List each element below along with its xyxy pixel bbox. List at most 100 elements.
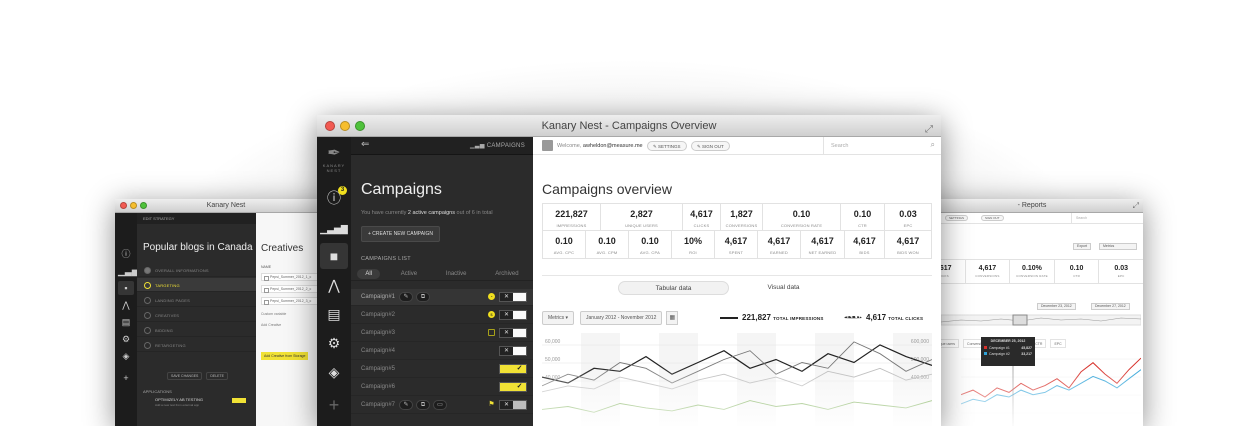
range-selector[interactable] bbox=[941, 313, 1141, 327]
series-tab[interactable]: EPC bbox=[1050, 339, 1066, 348]
campaign-row[interactable]: Campaign#2 $ ✕ bbox=[351, 307, 533, 324]
tab-tabular-data[interactable]: Tabular data bbox=[618, 281, 729, 295]
expand-icon[interactable]: ⤢ bbox=[925, 124, 933, 135]
tooltip-value: 45,827 bbox=[1021, 346, 1032, 350]
settings-button[interactable]: SETTINGS bbox=[945, 215, 969, 221]
strategy-panel: EDIT STRATEGY Popular blogs in Canada OV… bbox=[137, 213, 256, 426]
active-toggle[interactable]: ✓ bbox=[499, 364, 527, 374]
app-toggle[interactable] bbox=[232, 398, 246, 403]
mountain-nav-button[interactable]: ⋀ bbox=[320, 272, 348, 298]
search-input[interactable]: Search ⌕ bbox=[823, 137, 941, 154]
total-impressions: 221,827 TOTAL IMPRESSIONS bbox=[720, 313, 824, 322]
check-icon: ✓ bbox=[513, 365, 526, 373]
user-email[interactable]: awheldon@measure.me bbox=[582, 143, 643, 149]
stat-label: ROI bbox=[689, 250, 697, 255]
edit-icon[interactable]: ✎ bbox=[399, 400, 413, 410]
copy-icon[interactable]: ⧉ bbox=[416, 400, 430, 410]
book-icon[interactable]: ▪ bbox=[118, 281, 134, 295]
calendar-icon[interactable]: ▦ bbox=[666, 311, 679, 325]
minimize-window-button[interactable] bbox=[340, 121, 350, 131]
campaign-row[interactable]: Campaign#7 ✎ ⧉ ▭ ⚑ ✕ bbox=[351, 397, 533, 414]
bar-chart-icon[interactable]: ▁▃▅ bbox=[118, 266, 139, 276]
filter-active[interactable]: Active bbox=[400, 270, 418, 277]
step-creatives[interactable]: CREATIVES bbox=[137, 308, 256, 322]
export-button[interactable]: Export bbox=[1073, 243, 1092, 250]
bar-chart-nav-button[interactable]: ▁▃▅▇ bbox=[320, 214, 348, 240]
close-window-button[interactable] bbox=[325, 121, 335, 131]
expand-icon[interactable]: ⤢ bbox=[1132, 201, 1139, 210]
cube-nav-button[interactable]: ◈ bbox=[320, 359, 348, 385]
series-line bbox=[961, 369, 1141, 405]
avatar[interactable] bbox=[542, 140, 553, 151]
document-icon[interactable]: ▤ bbox=[121, 317, 131, 327]
copy-icon[interactable]: ⧉ bbox=[416, 292, 430, 302]
create-campaign-button[interactable]: + CREATE NEW CAMPAIGN bbox=[361, 226, 440, 242]
app-optimizely[interactable]: OPTIMIZELY AB TESTING Add a new test fro… bbox=[143, 397, 250, 411]
settings-button[interactable]: ✎ SETTINGS bbox=[647, 141, 687, 151]
stat-cell: 10% ROI bbox=[672, 231, 715, 258]
active-toggle[interactable]: ✓ bbox=[499, 382, 527, 392]
filter-inactive[interactable]: Inactive bbox=[445, 270, 467, 277]
stat-cell: 4,617 CLICKS bbox=[683, 204, 721, 230]
stat-cell: 1,827 CONVERSIONS bbox=[721, 204, 763, 230]
mountain-icon[interactable]: ⋀ bbox=[122, 300, 130, 310]
close-window-button[interactable] bbox=[120, 202, 127, 209]
active-toggle[interactable]: ✕ bbox=[499, 328, 527, 338]
campaign-row[interactable]: Campaign#4 ✕ bbox=[351, 343, 533, 360]
date-range-field[interactable]: January 2012 - November 2012 bbox=[580, 311, 663, 325]
step-targeting[interactable]: TARGETING bbox=[137, 278, 256, 292]
tab-visual-data[interactable]: Visual data bbox=[767, 284, 800, 291]
metrics-dropdown[interactable]: Metrics ▾ bbox=[542, 311, 575, 325]
info-icon[interactable]: ⓘ bbox=[121, 249, 131, 259]
add-creative-input[interactable]: Add Creative bbox=[261, 323, 282, 327]
date-start-field[interactable]: December 23, 2012 bbox=[1037, 303, 1076, 310]
step-retargeting[interactable]: RETARGETING bbox=[137, 338, 256, 352]
flag-icon: ⚑ bbox=[488, 401, 495, 408]
back-arrow-icon[interactable]: ⇐ bbox=[361, 139, 370, 150]
step-bidding[interactable]: BIDDING bbox=[137, 323, 256, 337]
minimize-window-button[interactable] bbox=[130, 202, 137, 209]
campaign-row[interactable]: Campaign#3 ✕ bbox=[351, 325, 533, 342]
save-changes-button[interactable]: SAVE CHANGES bbox=[167, 372, 203, 380]
gear-nav-button[interactable]: ⚙ bbox=[320, 330, 348, 356]
active-toggle[interactable]: ✕ bbox=[499, 400, 527, 410]
campaign-row[interactable]: Campaign#5 ✓ bbox=[351, 361, 533, 378]
document-nav-button[interactable]: ▤ bbox=[320, 301, 348, 327]
add-icon[interactable]: + bbox=[123, 373, 129, 383]
campaign-row[interactable]: Campaign#1 ✎ ⧉ ◔ ✕ bbox=[351, 289, 533, 306]
archive-icon[interactable]: ▭ bbox=[433, 400, 447, 410]
campaign-row[interactable]: Campaign#6 ✓ bbox=[351, 379, 533, 396]
date-end-field[interactable]: December 27, 2012 bbox=[1091, 303, 1130, 310]
metrics-dropdown[interactable]: Metrics bbox=[1099, 243, 1137, 250]
stat-cell: 4,617 CONVERSIONS bbox=[966, 260, 1011, 283]
gear-icon[interactable]: ⚙ bbox=[121, 334, 131, 344]
add-from-storage-button[interactable]: Add Creative from Storage bbox=[261, 352, 309, 360]
zoom-window-button[interactable] bbox=[140, 202, 147, 209]
active-toggle[interactable]: ✕ bbox=[499, 346, 527, 356]
filter-all[interactable]: All bbox=[357, 268, 381, 279]
step-overall[interactable]: OVERALL INFORMATIONS bbox=[137, 263, 256, 277]
search-input[interactable]: Search bbox=[1071, 213, 1143, 223]
active-toggle[interactable]: ✕ bbox=[499, 310, 527, 320]
add-nav-button[interactable]: + bbox=[320, 392, 348, 418]
stack-icon[interactable]: ◈ bbox=[122, 351, 130, 361]
active-toggle[interactable]: ✕ bbox=[499, 292, 527, 302]
step-landing-pages[interactable]: LANDING PAGES bbox=[137, 293, 256, 307]
user-topbar: Welcome, awheldon@measure.me ✎ SETTINGS … bbox=[533, 137, 941, 155]
bar-chart-icon: ▁▃▅▇ bbox=[320, 224, 348, 234]
signout-button[interactable]: ✎ SIGN OUT bbox=[691, 141, 730, 151]
signout-button[interactable]: SIGN OUT bbox=[981, 215, 1004, 221]
campaign-count-text: You have currently 2 active campaigns ou… bbox=[361, 210, 493, 216]
cube-icon: ◈ bbox=[328, 364, 340, 380]
tooltip-value: 33,217 bbox=[1021, 352, 1032, 356]
delete-button[interactable]: DELETE bbox=[206, 372, 228, 380]
filter-archived[interactable]: Archived bbox=[495, 270, 519, 277]
book-nav-button[interactable]: ■ bbox=[320, 243, 348, 269]
reports-window: - Reports ⤢ SETTINGS SIGN OUT Search w E… bbox=[921, 199, 1143, 426]
range-handle[interactable] bbox=[1012, 314, 1028, 326]
zoom-window-button[interactable] bbox=[355, 121, 365, 131]
custom-variable-label: Custom variable bbox=[261, 312, 287, 316]
divider bbox=[542, 275, 932, 276]
edit-icon[interactable]: ✎ bbox=[399, 292, 413, 302]
info-nav-button[interactable]: ⓘ 3 bbox=[320, 185, 348, 211]
